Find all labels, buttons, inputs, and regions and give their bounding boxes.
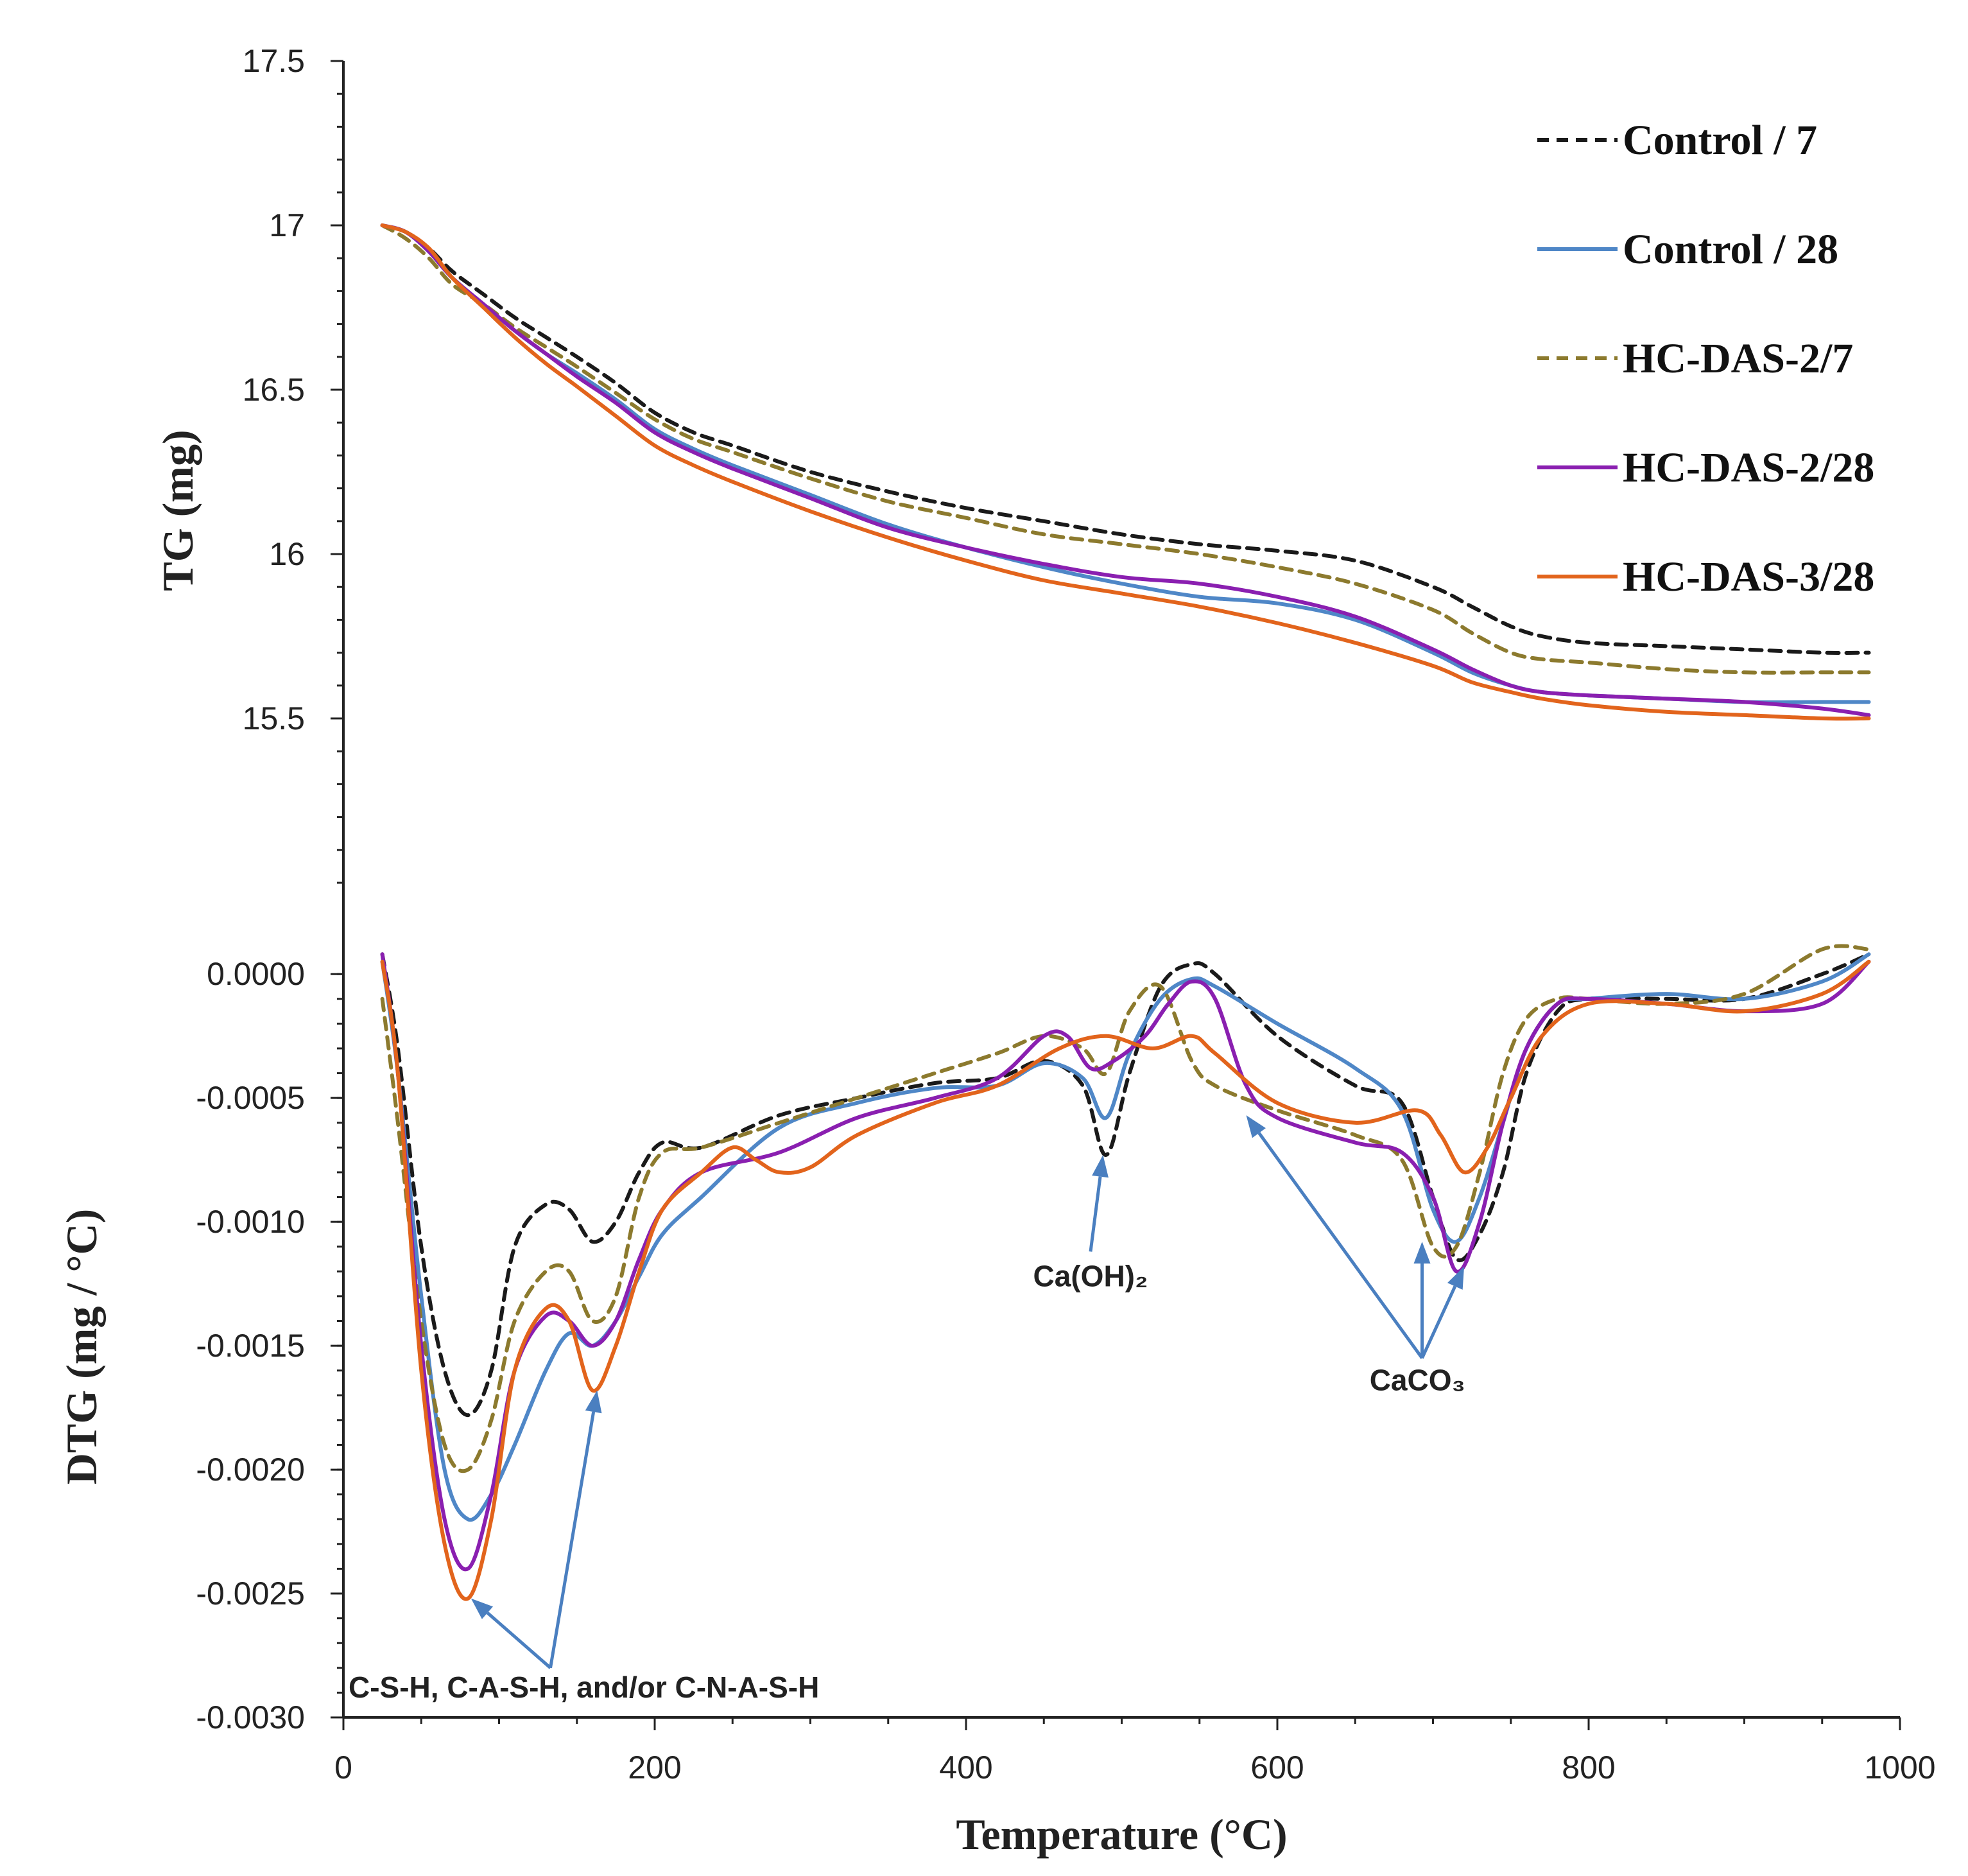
x-tick-label: 600 [1250, 1750, 1304, 1785]
annotation-label-caoh: Ca(OH)₂ [1033, 1259, 1148, 1292]
legend-entry-label: Control / 7 [1623, 117, 1817, 164]
tg-y-tick-label: 15.5 [243, 700, 305, 736]
tg-y-tick-label: 16 [269, 536, 305, 572]
dtg-series-hc-das-2-7 [380, 944, 1871, 1473]
tg-series-hc-das-2-7 [380, 223, 1871, 675]
legend-entry-label: HC-DAS-2/7 [1623, 335, 1853, 382]
annotation-arrowhead [1447, 1266, 1464, 1290]
annotation-arrow [1089, 1176, 1102, 1252]
x-axis-title: Temperature (°C) [956, 1810, 1287, 1859]
x-tick-label: 200 [628, 1750, 681, 1785]
legend-entry-label: HC-DAS-2/28 [1623, 444, 1874, 491]
annotation-label-caco3: CaCO₃ [1370, 1364, 1465, 1397]
dtg-y-tick-label: -0.0010 [196, 1204, 305, 1240]
annotation-arrowhead [585, 1390, 602, 1414]
annotation-arrow [1420, 1285, 1457, 1359]
dtg-y-tick-label: 0.0000 [207, 956, 305, 992]
annotation-arrowhead [1413, 1242, 1431, 1264]
tg-y-axis-title: TG (mg) [153, 430, 202, 591]
annotation-arrowhead [470, 1598, 494, 1619]
x-tick-label: 1000 [1864, 1750, 1935, 1785]
dtg-series-control-7 [380, 952, 1871, 1418]
x-tick-label: 800 [1562, 1750, 1615, 1785]
annotation-arrow [549, 1411, 596, 1669]
annotation-arrowhead [1246, 1115, 1266, 1138]
x-tick-label: 400 [939, 1750, 992, 1785]
legend-entry-label: HC-DAS-3/28 [1623, 553, 1874, 600]
dtg-y-tick-label: -0.0025 [196, 1576, 305, 1611]
tg-y-tick-label: 17.5 [243, 43, 305, 79]
dtg-y-axis-title: DTG (mg / °C) [57, 1209, 106, 1484]
dtg-y-tick-label: -0.0030 [196, 1699, 305, 1735]
dtg-y-tick-label: -0.0005 [196, 1080, 305, 1116]
annotation-arrow [486, 1611, 552, 1669]
annotation-arrow [1257, 1132, 1424, 1359]
tg-y-tick-label: 17 [269, 207, 305, 243]
x-tick-label: 0 [334, 1750, 352, 1785]
dtg-y-tick-label: -0.0015 [196, 1328, 305, 1364]
annotation-label-csh: C-S-H, C-A-S-H, and/or C-N-A-S-H [349, 1671, 819, 1704]
dtg-series-hc-das-3-28 [380, 959, 1871, 1601]
tg-series-hc-das-2-28 [380, 223, 1871, 717]
dtg-y-tick-label: -0.0020 [196, 1452, 305, 1488]
annotation-arrowhead [1092, 1154, 1109, 1178]
tg-y-tick-label: 16.5 [243, 372, 305, 408]
tg-series-hc-das-3-28 [380, 223, 1871, 721]
legend-entry-label: Control / 28 [1623, 226, 1838, 273]
tg-series-control-7 [380, 223, 1871, 655]
